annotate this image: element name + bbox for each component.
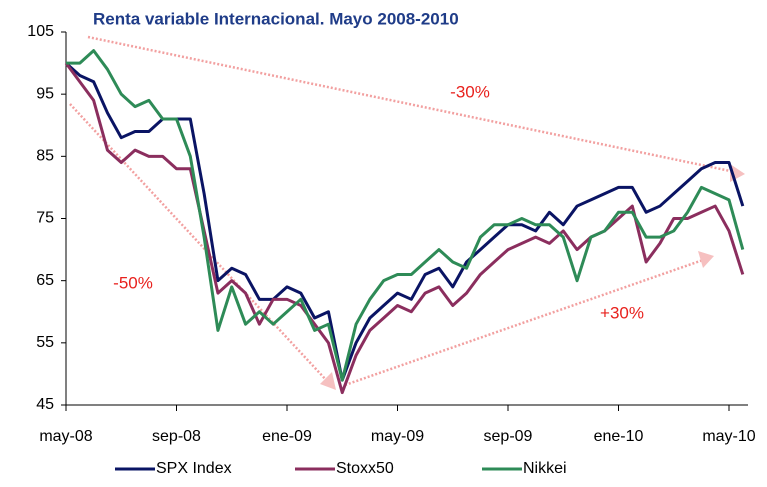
trend-arrow: [344, 258, 704, 387]
series-line: [64, 62, 745, 395]
chart-title: Renta variable Internacional. Mayo 2008-…: [93, 9, 459, 28]
annotation: -50%: [113, 273, 153, 292]
y-tick-label: 105: [27, 23, 54, 40]
x-tick-label: ene-09: [262, 428, 312, 445]
series-line: [66, 49, 745, 382]
trend-arrow: [69, 103, 329, 383]
x-tick-label: ene-10: [594, 428, 644, 445]
y-tick-label: 95: [36, 85, 54, 102]
y-tick-label: 45: [36, 396, 54, 413]
trend-arrow: [87, 35, 736, 174]
x-tick-label: may-08: [39, 428, 92, 445]
arrow-head: [320, 372, 336, 390]
legend-label: Stoxx50: [336, 460, 394, 477]
legend-label: SPX Index: [156, 460, 232, 477]
x-tick-label: sep-09: [484, 428, 533, 445]
legend-label: Nikkei: [523, 460, 567, 477]
annotation: +30%: [600, 303, 644, 322]
series-line: [64, 61, 745, 382]
y-tick-label: 75: [36, 210, 54, 227]
x-tick-label: may-09: [371, 428, 424, 445]
y-tick-label: 55: [36, 334, 54, 351]
x-tick-label: may-10: [702, 428, 755, 445]
x-tick-label: sep-08: [152, 428, 201, 445]
annotation: -30%: [450, 82, 490, 101]
arrow-head: [698, 251, 714, 268]
y-tick-label: 65: [36, 272, 54, 289]
y-tick-label: 85: [36, 148, 54, 165]
